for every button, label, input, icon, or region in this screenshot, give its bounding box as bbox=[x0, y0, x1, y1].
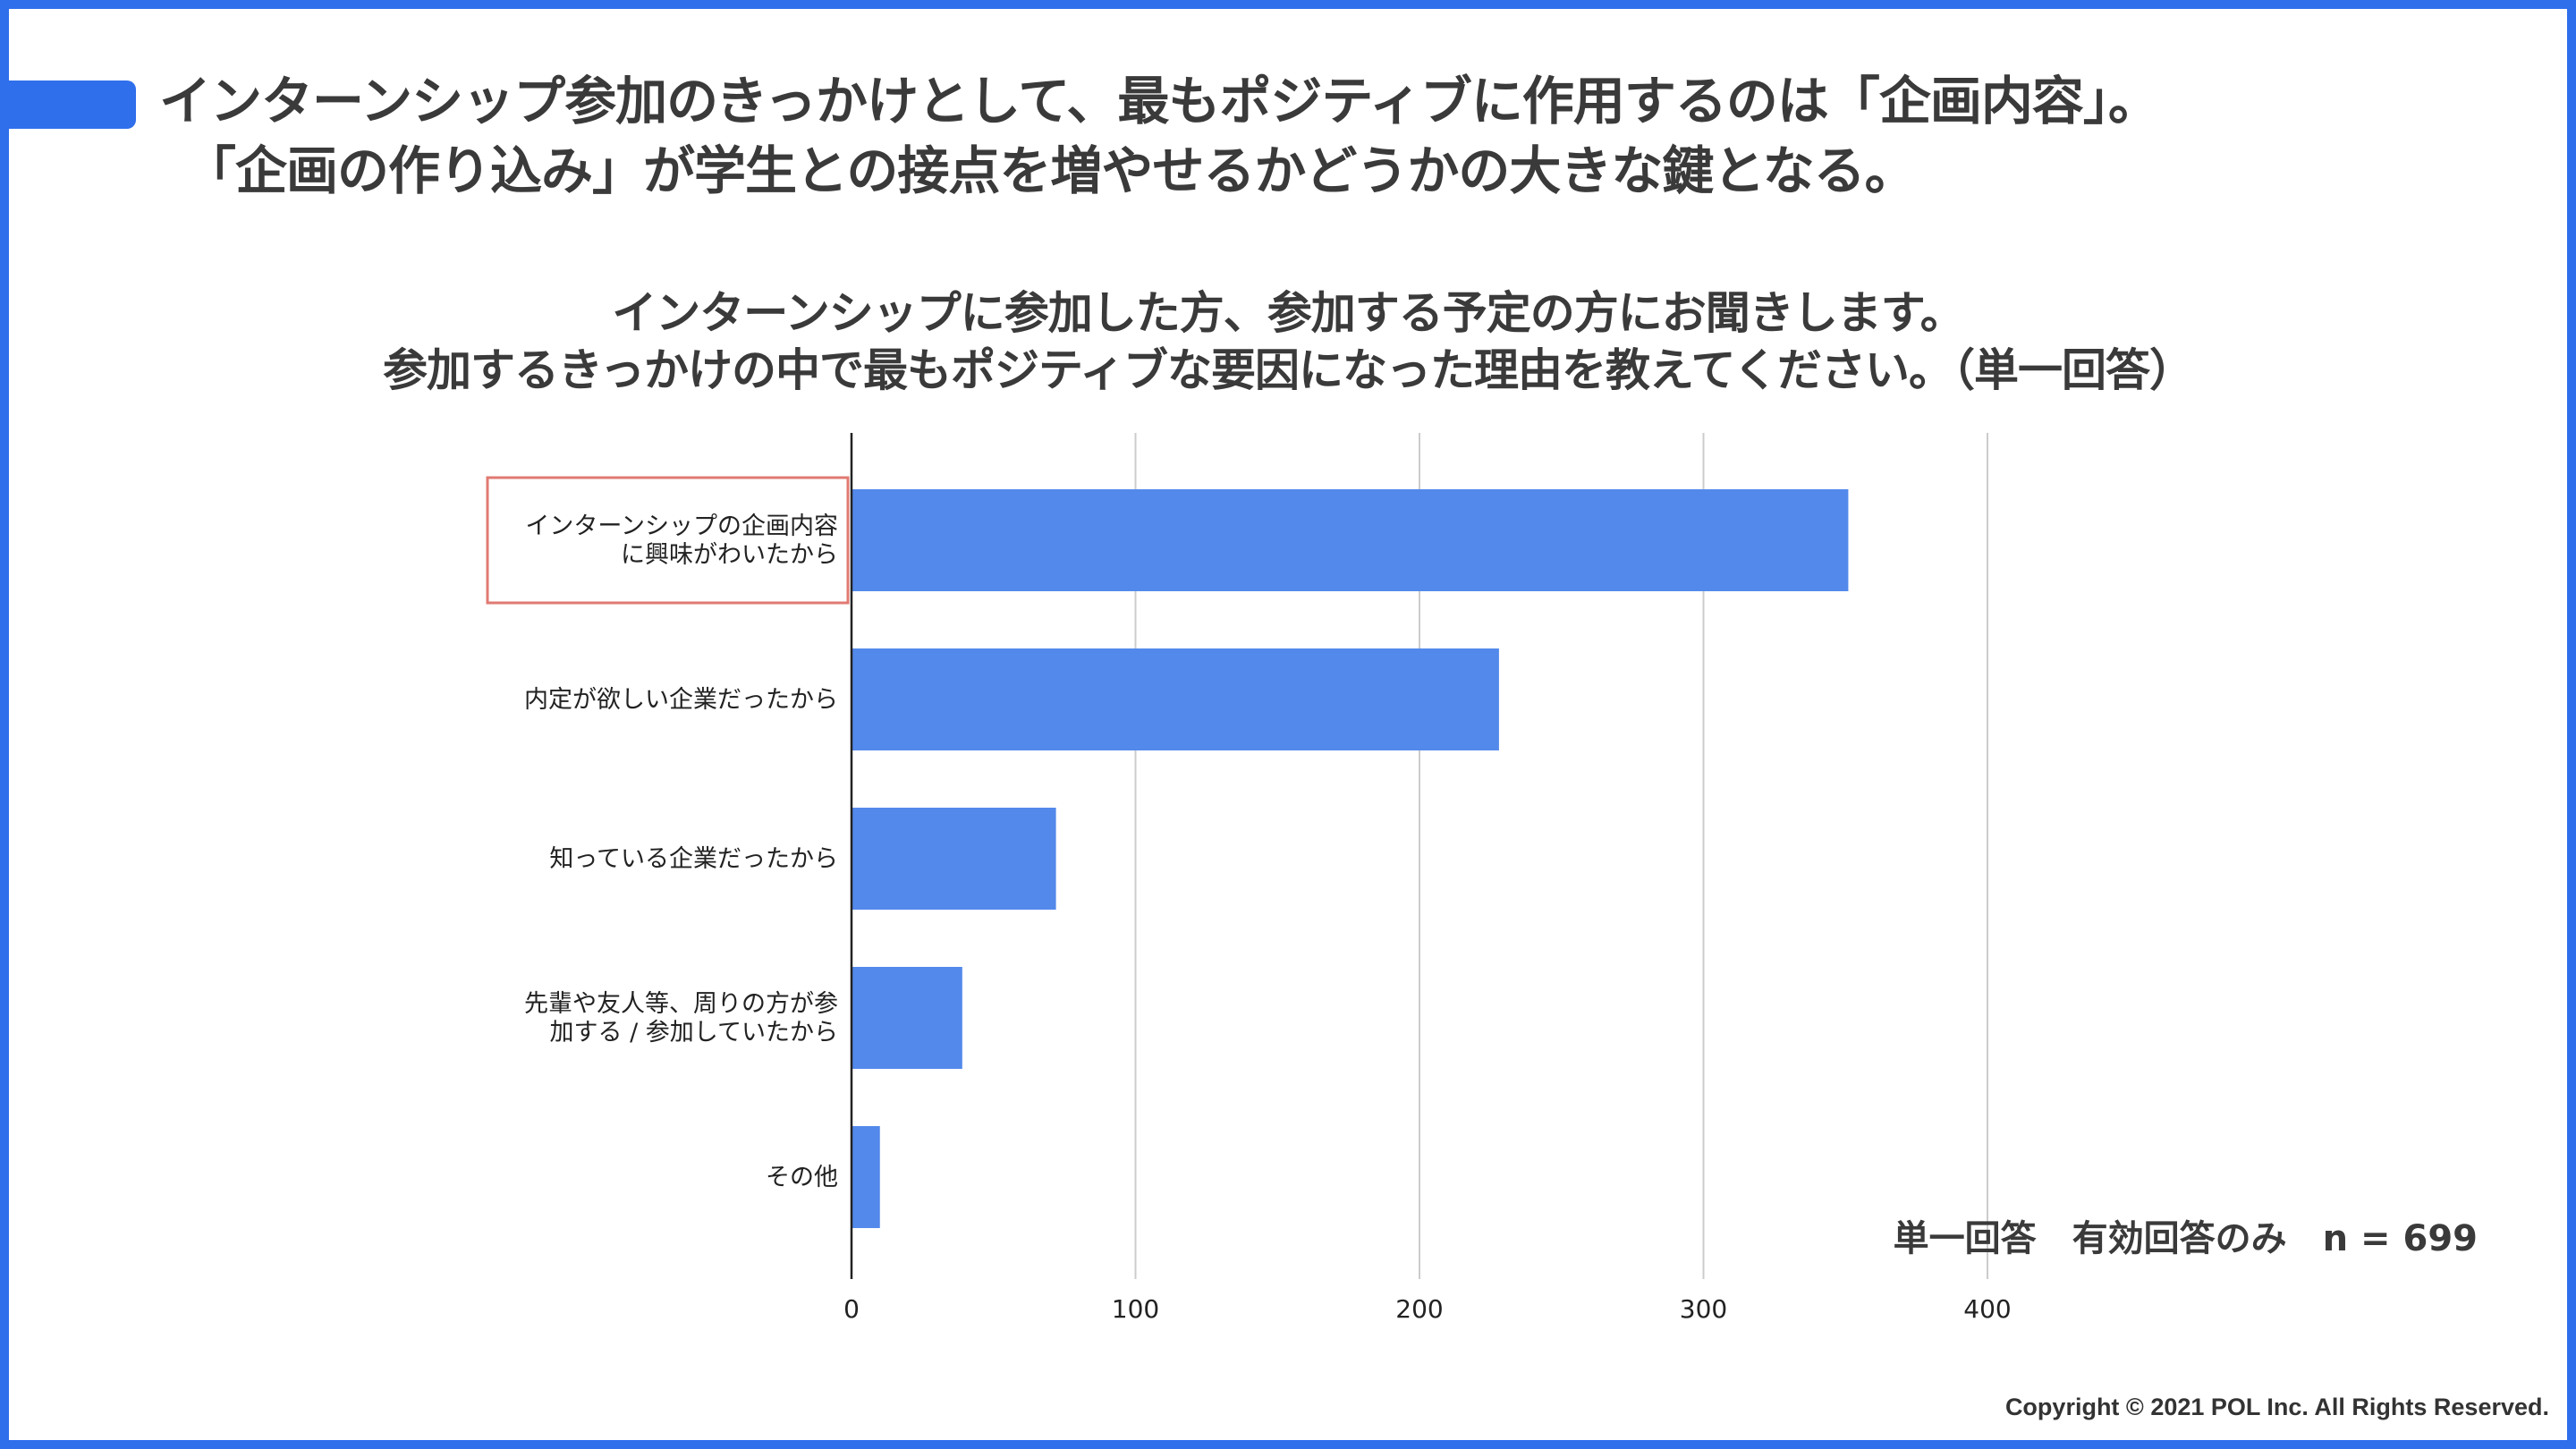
copyright-text: Copyright © 2021 POL Inc. All Rights Res… bbox=[2004, 1394, 2549, 1420]
headline-line-2: 「企画の作り込み」が学生との接点を増やせるかどうかの大きな鍵となる。 bbox=[184, 140, 1917, 201]
bar-4 bbox=[852, 1126, 880, 1228]
x-tick-label-200: 200 bbox=[1395, 1294, 1443, 1324]
sample-size-note: 単一回答 有効回答のみ n = 699 bbox=[1893, 1218, 2478, 1259]
category-label-2-0: 知っている企業だったから bbox=[549, 845, 838, 873]
bar-1 bbox=[852, 648, 1499, 750]
category-label-0-1: に興味がわいたから bbox=[621, 541, 838, 569]
category-label-1-0: 内定が欲しい企業だったから bbox=[524, 686, 838, 714]
slide-headline: インターンシップ参加のきっかけとして、最もポジティブに作用するのは「企画内容」。… bbox=[159, 66, 2538, 206]
chart-title-line-2: 参加するきっかけの中で最もポジティブな要因になった理由を教えてください。（単一回… bbox=[383, 344, 2194, 396]
bar-0 bbox=[852, 489, 1849, 591]
category-label-3-0: 先輩や友人等、周りの方が参 bbox=[524, 990, 838, 1018]
headline-line-1: インターンシップ参加のきっかけとして、最もポジティブに作用するのは「企画内容」。 bbox=[159, 71, 2160, 131]
bar-2 bbox=[852, 808, 1056, 910]
x-tick-label-400: 400 bbox=[1963, 1294, 2011, 1324]
highlight-box bbox=[486, 476, 850, 605]
category-label-4-0: その他 bbox=[766, 1164, 838, 1191]
x-tick-label-300: 300 bbox=[1680, 1294, 1727, 1324]
category-label-3-1: 加する / 参加していたから bbox=[550, 1019, 838, 1046]
accent-bar bbox=[0, 80, 136, 129]
x-tick-label-0: 0 bbox=[843, 1294, 860, 1324]
category-label-0-0: インターンシップの企画内容 bbox=[525, 513, 838, 540]
x-tick-label-100: 100 bbox=[1112, 1294, 1159, 1324]
chart-title: インターンシップに参加した方、参加する予定の方にお聞きします。 参加するきっかけ… bbox=[179, 284, 2397, 399]
bar-3 bbox=[852, 967, 962, 1069]
chart-title-line-1: インターンシップに参加した方、参加する予定の方にお聞きします。 bbox=[612, 287, 1965, 339]
